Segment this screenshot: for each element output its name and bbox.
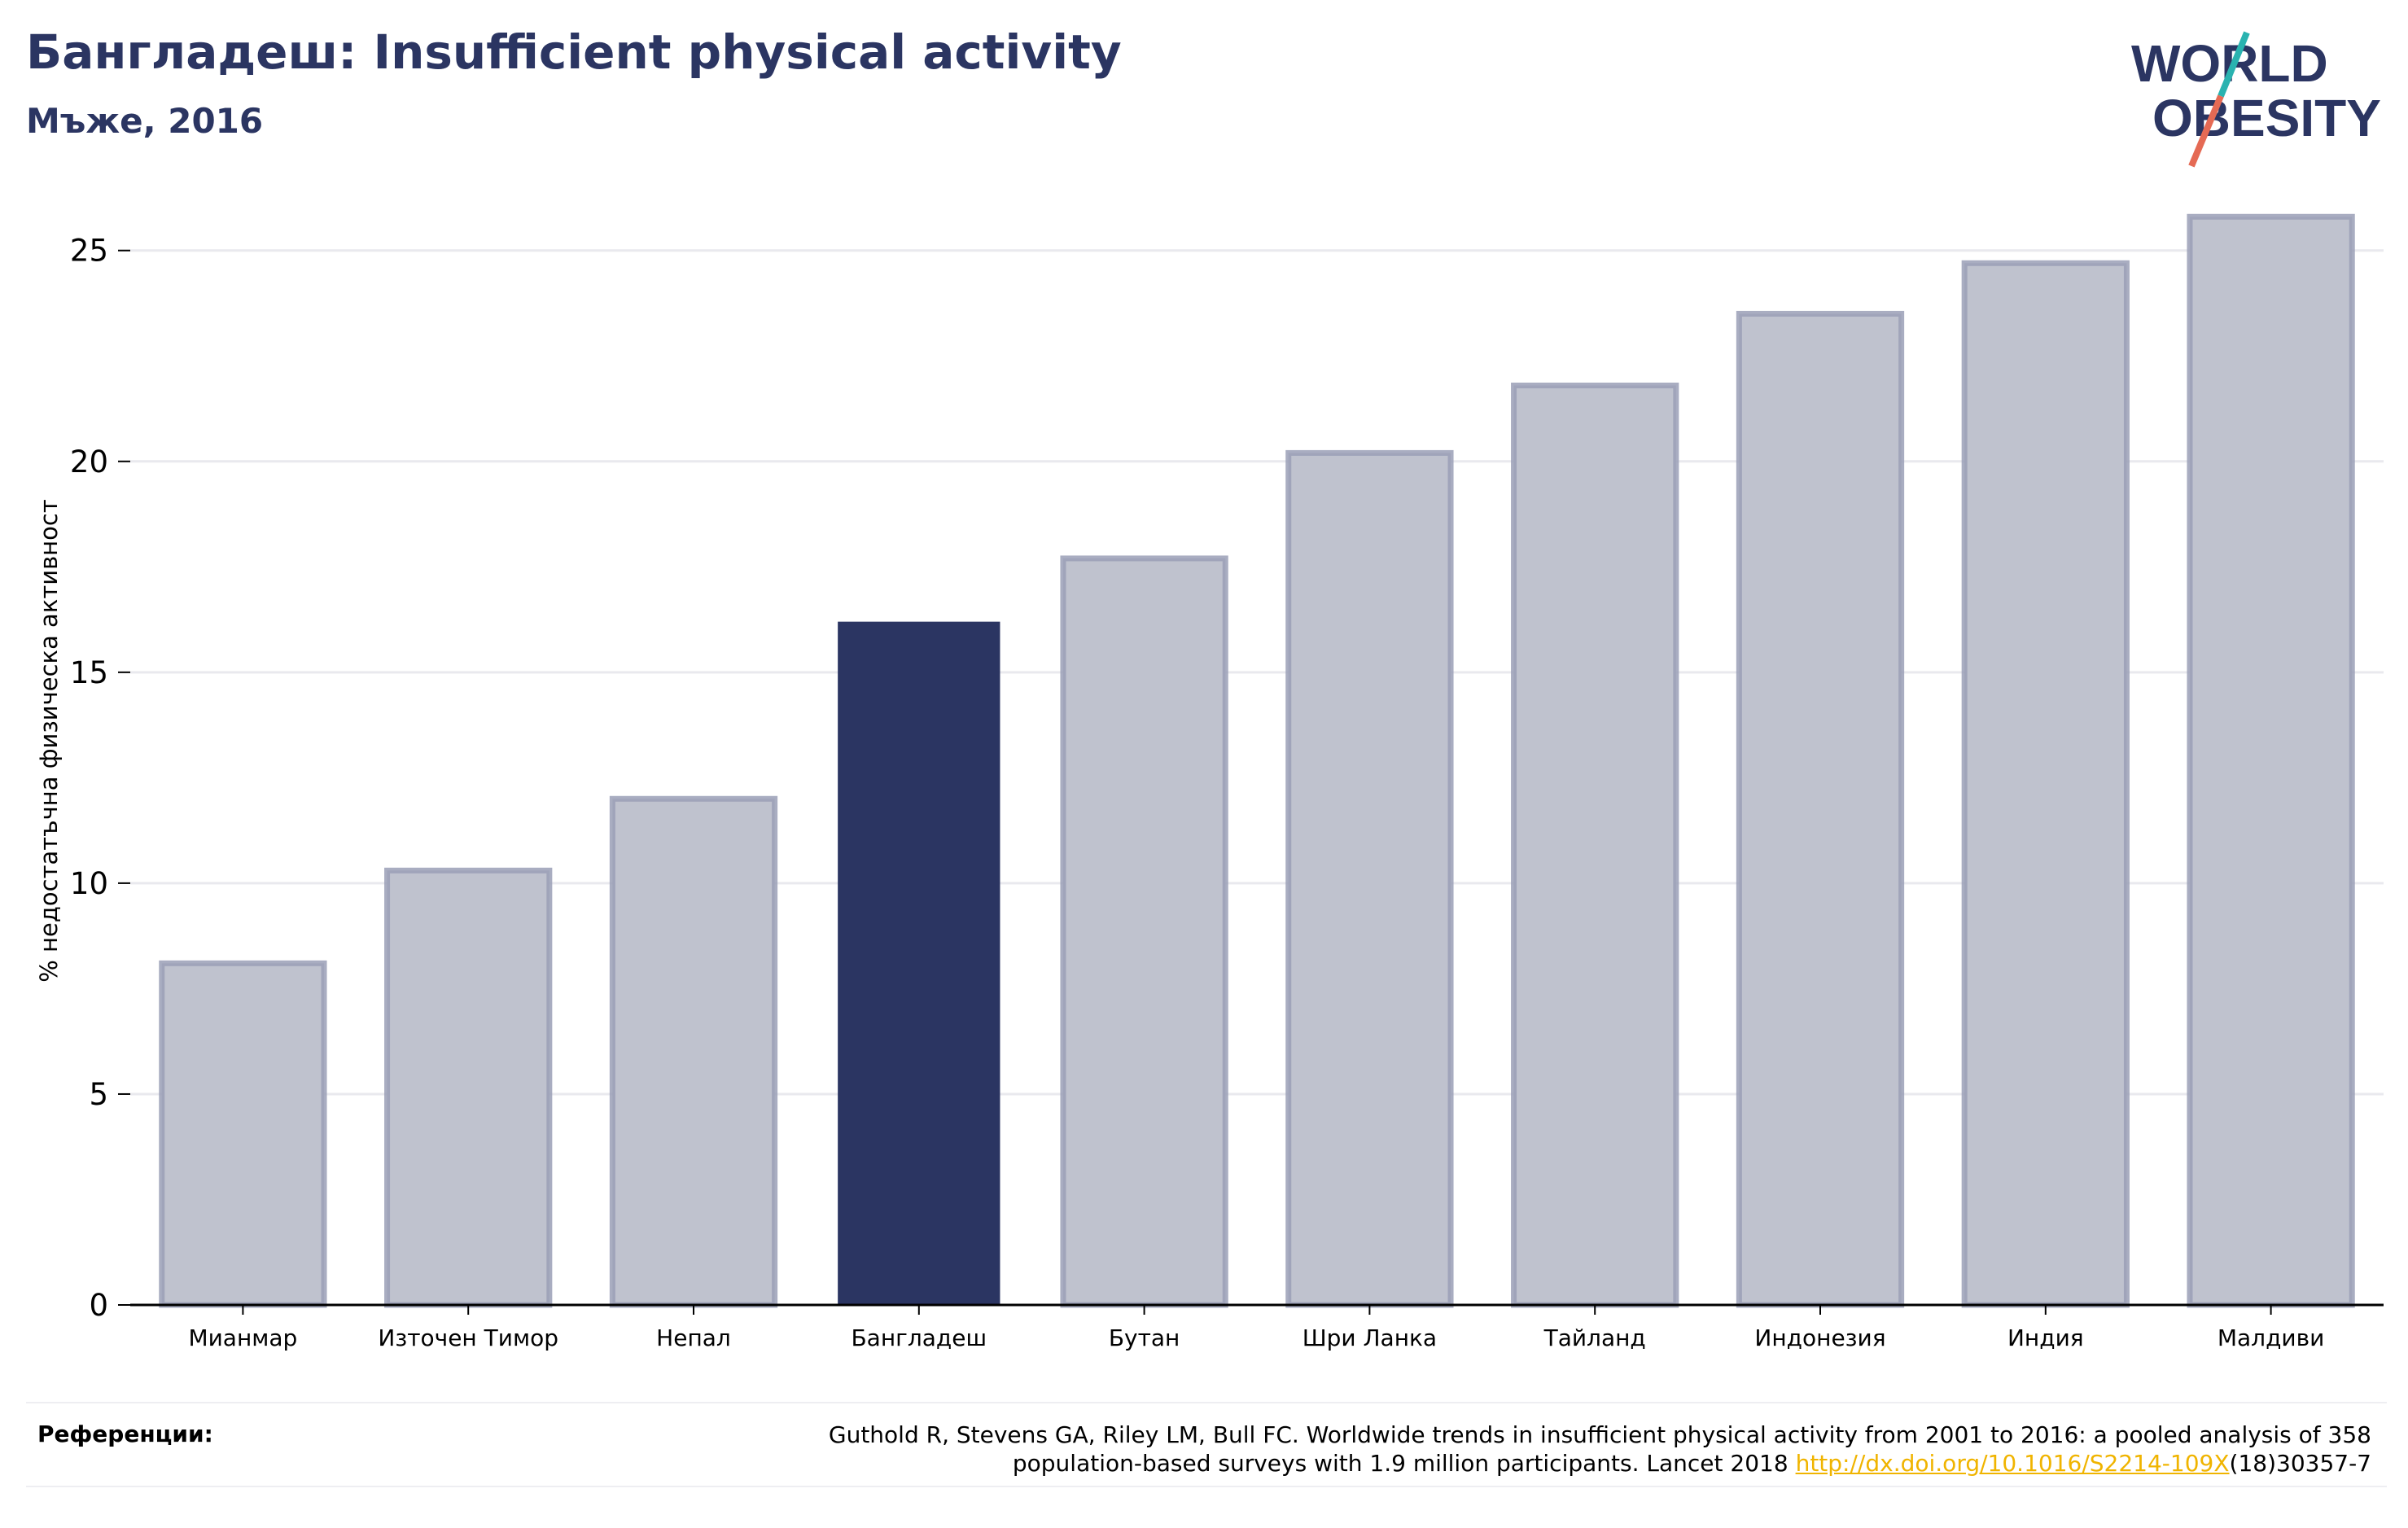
logo-slash-teal (2218, 31, 2250, 98)
references-label: Референции: (37, 1421, 213, 1447)
references-divider-bottom (26, 1486, 2387, 1487)
bar-2 (609, 795, 778, 1308)
bar-7 (1736, 310, 1905, 1308)
y-tick-label: 0 (89, 1288, 108, 1323)
bar-3 (838, 621, 1000, 1305)
x-tick-label: Шри Ланка (1303, 1324, 1437, 1351)
bar-5 (1285, 449, 1454, 1308)
y-tick-label: 10 (70, 866, 108, 901)
bar-0 (159, 960, 327, 1308)
x-tick-label: Източен Тимор (378, 1324, 558, 1351)
bar-chart: 0 5 10 15 20 25 Мианмар Източен Тимор Непал Бангл… (35, 213, 2384, 1351)
references-divider-top (26, 1402, 2387, 1403)
y-axis-label: % недостатъчна физическа активност (35, 499, 63, 983)
references-text: Guthold R, Stevens GA, Riley LM, Bull FC… (580, 1421, 2371, 1478)
bar-1 (384, 867, 553, 1308)
y-tick-label: 15 (70, 655, 108, 690)
reference-suffix: (18)30357-7 (2229, 1450, 2371, 1477)
reference-line1: Guthold R, Stevens GA, Riley LM, Bull FC… (828, 1421, 2371, 1448)
x-tick-label: Бангладеш (851, 1324, 987, 1351)
logo-slash-red (2188, 94, 2224, 168)
x-tick-label: Малдиви (2218, 1324, 2324, 1351)
x-tick-label: Бутан (1109, 1324, 1180, 1351)
x-tick-label: Индонезия (1754, 1324, 1885, 1351)
world-obesity-logo: WORLD OBESITY (2131, 31, 2381, 168)
y-tick-label: 25 (70, 234, 108, 269)
bar-8 (1961, 260, 2130, 1308)
reference-doi-link[interactable]: http://dx.doi.org/10.1016/S2214-109X (1795, 1450, 2230, 1477)
bar-9 (2187, 213, 2355, 1308)
axes: 0 5 10 15 20 25 Мианмар Източен Тимор Непал Бангл… (70, 234, 2384, 1351)
x-tick-label: Мианмар (188, 1324, 297, 1351)
x-tick-label: Непал (656, 1324, 731, 1351)
chart-subtitle: Мъже, 2016 (26, 101, 264, 141)
y-tick-label: 20 (70, 444, 108, 479)
bars (159, 213, 2355, 1308)
x-tick-label: Индия (2007, 1324, 2084, 1351)
bar-6 (1511, 383, 1679, 1308)
logo-line2: OBESITY (2152, 89, 2381, 147)
bar-4 (1060, 555, 1228, 1308)
reference-line2: population-based surveys with 1.9 millio… (1012, 1450, 1796, 1477)
y-tick-label: 5 (89, 1077, 108, 1112)
chart-title: Бангладеш: Insufficient physical activit… (26, 24, 1122, 80)
x-tick-label: Тайланд (1543, 1324, 1646, 1351)
